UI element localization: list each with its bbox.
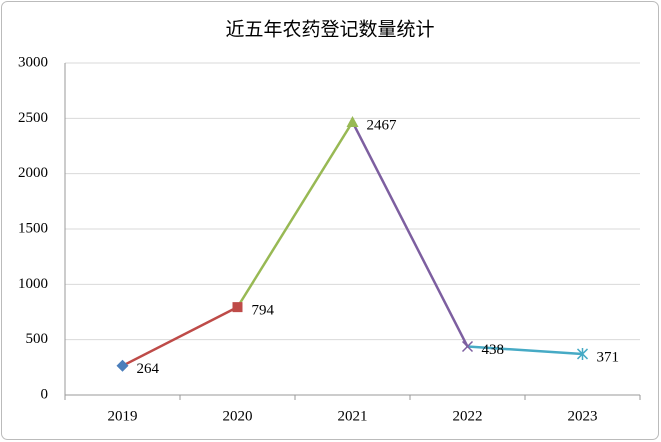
y-tick-label: 0: [41, 386, 49, 402]
data-label: 371: [597, 349, 620, 365]
chart-title: 近五年农药登记数量统计: [225, 19, 434, 41]
line-segment: [351, 121, 469, 348]
data-label: 264: [137, 361, 160, 377]
point-marker: [576, 347, 589, 360]
point-marker: [346, 115, 359, 127]
line-segment: [121, 306, 239, 367]
x-tick-label: 2021: [338, 408, 368, 424]
point-marker: [461, 340, 474, 353]
y-tick-label: 3000: [18, 54, 48, 70]
y-tick-label: 1500: [18, 220, 48, 236]
x-tick-label: 2019: [108, 408, 138, 424]
data-label: 438: [482, 342, 505, 358]
line-segment: [467, 345, 583, 356]
line-segment: [236, 121, 354, 308]
x-tick-label: 2020: [223, 408, 253, 424]
x-tick-label: 2022: [453, 408, 483, 424]
point-marker: [232, 302, 243, 313]
x-tick-label: 2023: [568, 408, 598, 424]
data-label: 2467: [367, 117, 398, 133]
y-tick-label: 2000: [18, 165, 48, 181]
y-tick-label: 500: [26, 331, 49, 347]
point-marker: [116, 359, 129, 372]
y-tick-label: 1000: [18, 276, 48, 292]
data-label: 794: [252, 303, 275, 319]
y-tick-label: 2500: [18, 110, 48, 126]
